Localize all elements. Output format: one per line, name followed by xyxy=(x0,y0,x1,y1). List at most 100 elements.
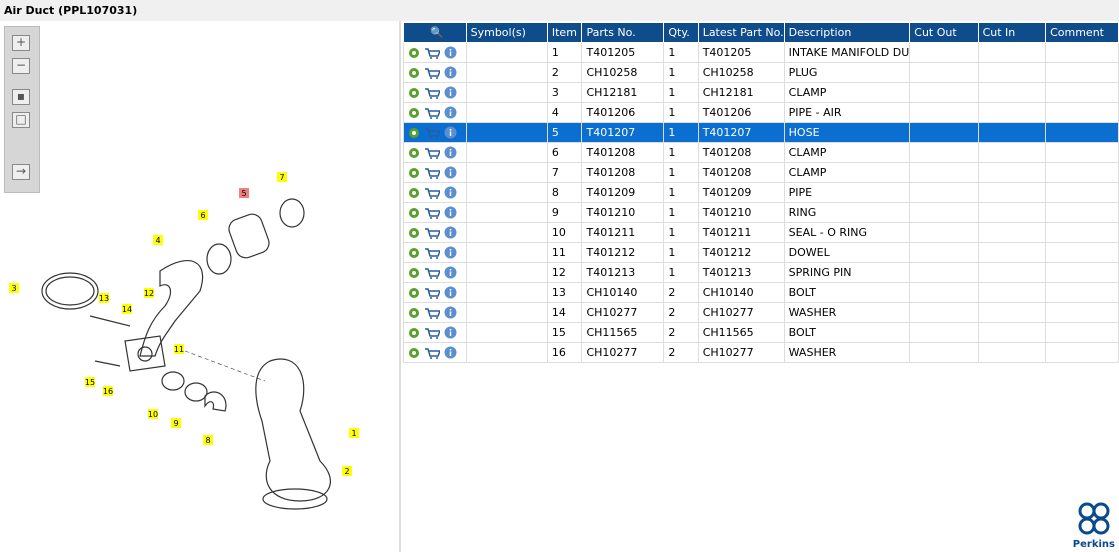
table-row[interactable]: 2 CH10258 1 CH10258 PLUG xyxy=(403,62,1119,83)
column-header: Cut In xyxy=(977,22,1047,43)
cell: CH11565 xyxy=(581,322,665,343)
cart-icon[interactable] xyxy=(424,307,440,319)
info-icon[interactable] xyxy=(444,146,457,159)
callout-label[interactable]: 15 xyxy=(85,378,95,387)
reset[interactable]: □ xyxy=(12,112,30,128)
cart-icon[interactable] xyxy=(424,67,440,79)
config-icon[interactable] xyxy=(408,107,420,119)
table-row[interactable]: 16 CH10277 2 CH10277 WASHER xyxy=(403,342,1119,363)
info-icon[interactable] xyxy=(444,306,457,319)
empty-cell xyxy=(909,322,979,343)
info-icon[interactable] xyxy=(444,166,457,179)
config-icon[interactable] xyxy=(408,347,420,359)
cart-icon[interactable] xyxy=(424,287,440,299)
cart-icon[interactable] xyxy=(424,187,440,199)
action-icons xyxy=(403,282,467,303)
cart-icon[interactable] xyxy=(424,327,440,339)
config-icon[interactable] xyxy=(408,267,420,279)
callout-label[interactable]: 5 xyxy=(241,189,246,198)
search-header[interactable]: 🔍 xyxy=(403,22,467,43)
callout-label[interactable]: 16 xyxy=(103,387,113,396)
cart-icon[interactable] xyxy=(424,47,440,59)
config-icon[interactable] xyxy=(408,207,420,219)
callout-label[interactable]: 10 xyxy=(148,410,158,419)
table-row[interactable]: 15 CH11565 2 CH11565 BOLT xyxy=(403,322,1119,343)
callout-label[interactable]: 11 xyxy=(174,345,184,354)
column-header: Latest Part No. xyxy=(697,22,785,43)
config-icon[interactable] xyxy=(408,327,420,339)
table-row[interactable]: 5 T401207 1 T401207 HOSE xyxy=(403,122,1119,143)
config-icon[interactable] xyxy=(408,287,420,299)
fit[interactable]: ▪ xyxy=(12,89,30,105)
cart-icon[interactable] xyxy=(424,207,440,219)
callout-label[interactable]: 12 xyxy=(144,289,154,298)
info-icon[interactable] xyxy=(444,86,457,99)
callout-label[interactable]: 1 xyxy=(351,429,356,438)
export[interactable]: → xyxy=(12,164,30,180)
cart-icon[interactable] xyxy=(424,87,440,99)
callout-label[interactable]: 9 xyxy=(173,419,178,428)
config-icon[interactable] xyxy=(408,67,420,79)
cart-icon[interactable] xyxy=(424,167,440,179)
callout-label[interactable]: 14 xyxy=(122,305,132,314)
table-row[interactable]: 9 T401210 1 T401210 RING xyxy=(403,202,1119,223)
callout-label[interactable]: 6 xyxy=(200,211,205,220)
cell: PLUG xyxy=(783,62,911,83)
callout-label[interactable]: 8 xyxy=(205,436,210,445)
cart-icon[interactable] xyxy=(424,247,440,259)
config-icon[interactable] xyxy=(408,227,420,239)
cart-icon[interactable] xyxy=(424,107,440,119)
cart-icon[interactable] xyxy=(424,227,440,239)
info-icon[interactable] xyxy=(444,206,457,219)
info-icon[interactable] xyxy=(444,286,457,299)
cart-icon[interactable] xyxy=(424,267,440,279)
cell: 1 xyxy=(663,122,699,143)
cart-icon[interactable] xyxy=(424,347,440,359)
table-row[interactable]: 10 T401211 1 T401211 SEAL - O RING xyxy=(403,222,1119,243)
table-row[interactable]: 8 T401209 1 T401209 PIPE xyxy=(403,182,1119,203)
cart-icon[interactable] xyxy=(424,127,440,139)
info-icon[interactable] xyxy=(444,66,457,79)
info-icon[interactable] xyxy=(444,126,457,139)
info-icon[interactable] xyxy=(444,106,457,119)
table-row[interactable]: 6 T401208 1 T401208 CLAMP xyxy=(403,142,1119,163)
info-icon[interactable] xyxy=(444,186,457,199)
config-icon[interactable] xyxy=(408,87,420,99)
callout-label[interactable]: 3 xyxy=(11,284,16,293)
config-icon[interactable] xyxy=(408,247,420,259)
callout-label[interactable]: 4 xyxy=(155,236,160,245)
table-row[interactable]: 13 CH10140 2 CH10140 BOLT xyxy=(403,282,1119,303)
empty-cell xyxy=(909,182,979,203)
info-icon[interactable] xyxy=(444,346,457,359)
config-icon[interactable] xyxy=(408,47,420,59)
table-row[interactable]: 11 T401212 1 T401212 DOWEL xyxy=(403,242,1119,263)
zoom-out[interactable]: − xyxy=(12,58,30,74)
config-icon[interactable] xyxy=(408,127,420,139)
table-row[interactable]: 1 T401205 1 T401205 INTAKE MANIFOLD DU xyxy=(403,42,1119,63)
info-icon[interactable] xyxy=(444,326,457,339)
info-icon[interactable] xyxy=(444,46,457,59)
config-icon[interactable] xyxy=(408,307,420,319)
table-row[interactable]: 3 CH12181 1 CH12181 CLAMP xyxy=(403,82,1119,103)
table-row[interactable]: 12 T401213 1 T401213 SPRING PIN xyxy=(403,262,1119,283)
table-row[interactable]: 4 T401206 1 T401206 PIPE - AIR xyxy=(403,102,1119,123)
empty-cell xyxy=(977,262,1047,283)
cart-icon[interactable] xyxy=(424,147,440,159)
info-icon[interactable] xyxy=(444,266,457,279)
cell: PIPE - AIR xyxy=(783,102,911,123)
config-icon[interactable] xyxy=(408,187,420,199)
callout-label[interactable]: 7 xyxy=(279,173,284,182)
callout-label[interactable]: 13 xyxy=(99,294,109,303)
info-icon[interactable] xyxy=(444,226,457,239)
zoom-in[interactable]: + xyxy=(12,35,30,51)
cell: BOLT xyxy=(783,322,911,343)
table-row[interactable]: 14 CH10277 2 CH10277 WASHER xyxy=(403,302,1119,323)
info-icon[interactable] xyxy=(444,246,457,259)
cell: 3 xyxy=(546,82,583,103)
empty-cell xyxy=(909,222,979,243)
config-icon[interactable] xyxy=(408,147,420,159)
table-row[interactable]: 7 T401208 1 T401208 CLAMP xyxy=(403,162,1119,183)
callout-label[interactable]: 2 xyxy=(344,467,349,476)
config-icon[interactable] xyxy=(408,167,420,179)
callout-box xyxy=(239,188,249,198)
